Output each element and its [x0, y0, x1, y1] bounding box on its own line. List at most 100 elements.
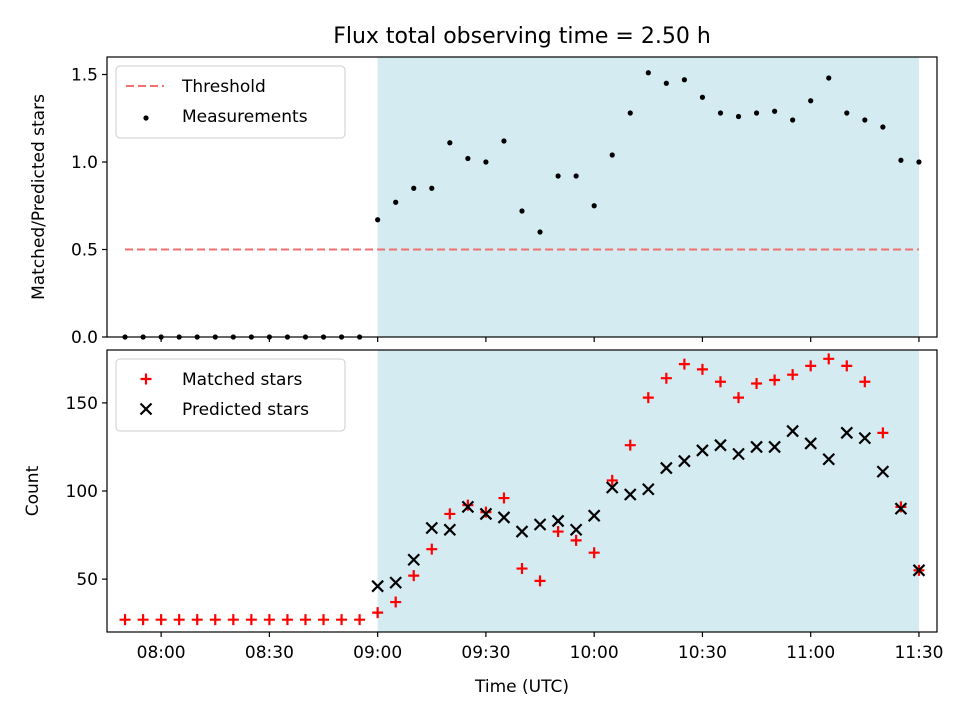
- matched-star-point: [696, 363, 708, 375]
- matched-star-point: [877, 427, 889, 439]
- matched-star-point: [480, 506, 492, 518]
- y-tick-label: 0.0: [71, 328, 98, 348]
- measurement-point: [880, 124, 886, 130]
- predicted-star-point: [407, 553, 421, 567]
- matched-star-point: [642, 392, 654, 404]
- measurement-point: [429, 185, 435, 191]
- bottom-y-axis-label: Count: [23, 465, 43, 516]
- predicted-star-point: [371, 579, 384, 593]
- measurement-point: [393, 199, 399, 205]
- measurement-point: [555, 173, 561, 179]
- x-tick-label: 08:00: [137, 643, 186, 663]
- predicted-star-point: [840, 426, 854, 440]
- matched-star-point: [859, 376, 871, 388]
- y-tick-label: 1.0: [71, 153, 98, 173]
- predicted-star-point: [389, 576, 402, 589]
- x-tick-label: 10:00: [570, 643, 619, 663]
- measurement-point: [519, 208, 525, 214]
- matched-star-point: [173, 614, 185, 626]
- matched-star-point: [534, 575, 546, 587]
- matched-star-point: [714, 376, 726, 388]
- predicted-star-point: [876, 465, 890, 478]
- predicted-star-point: [479, 507, 493, 521]
- y-tick-label: 1.5: [71, 66, 98, 86]
- predicted-star-point: [894, 502, 908, 515]
- predicted-star-point: [660, 461, 673, 475]
- matched-star-point: [426, 543, 438, 555]
- predicted-star-point: [515, 525, 529, 538]
- measurement-point: [790, 117, 796, 123]
- predicted-star-point: [768, 440, 781, 454]
- top-panel: 0.0 0.5 1.0 1.5 Threshold Measurements: [71, 56, 938, 348]
- measurement-point: [591, 203, 597, 209]
- predicted-star-point: [623, 488, 637, 501]
- matched-star-point: [805, 360, 817, 372]
- measurement-point: [447, 140, 453, 146]
- measurement-point: [717, 110, 724, 116]
- legend-matched-swatch: [140, 373, 152, 385]
- matched-star-point: [588, 547, 600, 559]
- predicted-star-point: [605, 481, 619, 494]
- matched-star-point: [209, 614, 221, 626]
- predicted-star-point: [425, 521, 439, 535]
- x-tick-label: 11:30: [894, 643, 943, 663]
- chart-title: Flux total observing time = 2.50 h: [333, 24, 711, 49]
- matched-star-point: [841, 360, 853, 372]
- matched-star-point: [498, 492, 510, 504]
- measurement-point: [465, 155, 471, 162]
- matched-star-point: [444, 508, 456, 520]
- predicted-star-point: [732, 447, 745, 461]
- matched-star-point: [678, 358, 690, 370]
- legend-measurement-swatch: [143, 115, 149, 121]
- x-tick-label: 09:30: [461, 643, 510, 663]
- x-tick-label: 11:00: [786, 643, 835, 663]
- measurement-point: [735, 113, 742, 120]
- legend-predicted-swatch: [139, 402, 153, 416]
- predicted-star-point: [858, 431, 872, 445]
- predicted-star-point: [750, 440, 763, 454]
- matched-star-point: [281, 614, 293, 626]
- measurement-point: [898, 157, 904, 163]
- legend-label: Matched stars: [182, 370, 302, 390]
- matched-star-point: [390, 596, 402, 608]
- y-tick-label: 150: [66, 394, 98, 414]
- matched-star-point: [336, 614, 348, 626]
- measurement-point: [501, 138, 507, 144]
- legend-label: Measurements: [182, 107, 308, 127]
- predicted-star-point: [678, 454, 691, 468]
- measurement-point: [645, 70, 651, 76]
- measurement-point: [537, 229, 543, 235]
- predicted-star-point: [804, 437, 817, 450]
- predicted-star-point: [822, 452, 836, 466]
- matched-star-point: [895, 501, 907, 513]
- measurement-point: [753, 110, 760, 116]
- top-y-axis-label: Matched/Predicted stars: [29, 94, 49, 300]
- shaded-interval: [377, 57, 919, 337]
- y-tick-label: 50: [76, 570, 98, 590]
- matched-star-point: [227, 614, 239, 626]
- matched-star-point: [408, 570, 420, 582]
- matched-star-point: [787, 369, 799, 381]
- matched-star-point: [769, 374, 781, 386]
- predicted-star-point: [696, 444, 709, 457]
- measurement-point: [844, 110, 850, 116]
- legend-label: Predicted stars: [182, 400, 309, 420]
- predicted-star-point: [912, 564, 926, 577]
- measurement-point: [772, 108, 778, 114]
- measurement-point: [483, 159, 489, 165]
- bottom-panel: 50 100 150 08:00 08:30 09:00 09:30 10:00 10:30 11…: [66, 349, 943, 663]
- predicted-star-point: [497, 511, 511, 524]
- measurement-point: [699, 94, 706, 100]
- predicted-star-point: [533, 518, 547, 531]
- predicted-star-point: [461, 500, 475, 514]
- predicted-star-point: [714, 438, 727, 452]
- measurement-point: [681, 77, 687, 83]
- matched-star-point: [191, 614, 203, 626]
- measurement-point: [663, 80, 669, 86]
- measurement-point: [573, 173, 579, 179]
- predicted-star-point: [443, 523, 457, 537]
- y-tick-label: 100: [66, 482, 98, 502]
- matched-star-point: [372, 607, 384, 619]
- y-tick-label: 0.5: [71, 241, 98, 261]
